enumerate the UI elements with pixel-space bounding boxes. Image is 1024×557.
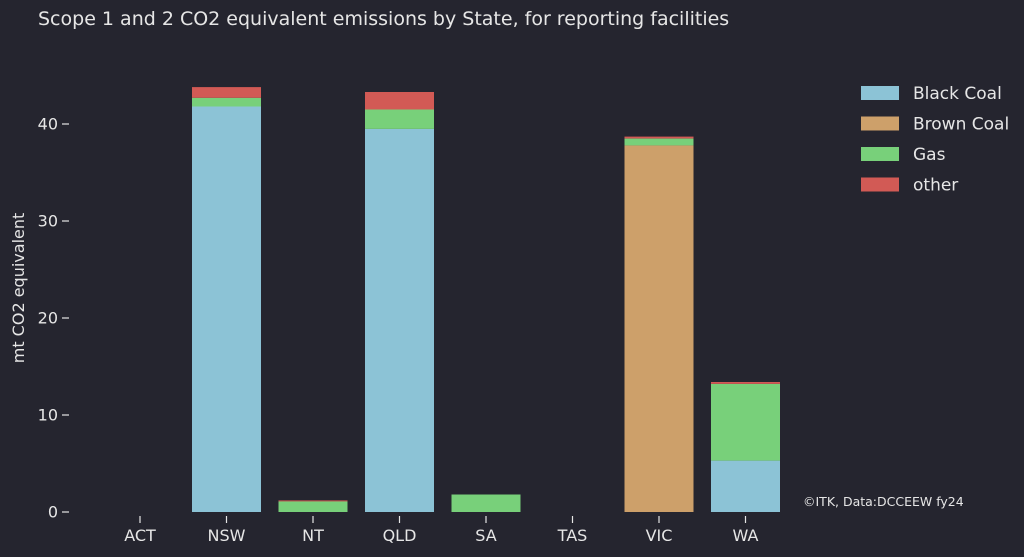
y-tick-label: 40 <box>38 115 58 134</box>
bar-sa-gas <box>451 494 521 512</box>
source-annotation: ©ITK, Data:DCCEEW fy24 <box>803 494 964 509</box>
y-axis-ticks: 0 10 20 30 40 <box>38 115 69 522</box>
legend-swatch-other <box>861 177 899 192</box>
x-tick-label-nsw: NSW <box>208 526 246 545</box>
bar-wa-other <box>711 382 780 384</box>
y-tick-label: 20 <box>38 309 58 328</box>
bar-qld-gas <box>365 109 434 129</box>
legend-swatch-brown-coal <box>861 116 899 131</box>
y-tick-label: 30 <box>38 212 58 231</box>
legend-swatch-black-coal <box>861 86 899 100</box>
bars-layer <box>192 87 780 513</box>
bar-nsw-other <box>192 87 261 98</box>
bar-nsw-gas <box>192 97 261 107</box>
bar-vic-gas <box>624 138 694 146</box>
x-axis-ticks: ACT NSW NT QLD SA TAS VIC WA <box>124 516 759 545</box>
x-tick-label-nt: NT <box>302 526 324 545</box>
bar-nt-gas <box>278 501 348 512</box>
y-axis-label: mt CO2 equivalent <box>9 213 28 364</box>
y-tick-label: 10 <box>38 406 58 425</box>
legend-swatch-gas <box>861 147 899 161</box>
x-tick-label-sa: SA <box>475 526 496 545</box>
bar-nsw-black-coal <box>192 106 261 512</box>
legend-label-gas: Gas <box>913 145 946 165</box>
bar-nt-other <box>278 500 348 502</box>
bar-qld-other <box>365 92 434 110</box>
legend-label-black-coal: Black Coal <box>913 84 1002 104</box>
x-tick-label-vic: VIC <box>646 526 673 545</box>
legend: Black Coal Brown Coal Gas other <box>861 84 1009 196</box>
chart-title: Scope 1 and 2 CO2 equivalent emissions b… <box>38 8 729 30</box>
x-tick-label-wa: WA <box>733 526 759 545</box>
bar-vic-other <box>624 136 694 139</box>
legend-label-brown-coal: Brown Coal <box>913 115 1009 135</box>
y-tick-label: 0 <box>48 503 58 522</box>
legend-label-other: other <box>913 176 958 196</box>
x-tick-label-act: ACT <box>124 526 156 545</box>
x-tick-label-tas: TAS <box>557 526 588 545</box>
bar-vic-brown-coal <box>624 145 694 513</box>
bar-wa-black-coal <box>711 460 780 512</box>
bar-qld-black-coal <box>365 128 434 512</box>
bar-wa-gas <box>711 384 780 461</box>
x-tick-label-qld: QLD <box>383 526 417 545</box>
